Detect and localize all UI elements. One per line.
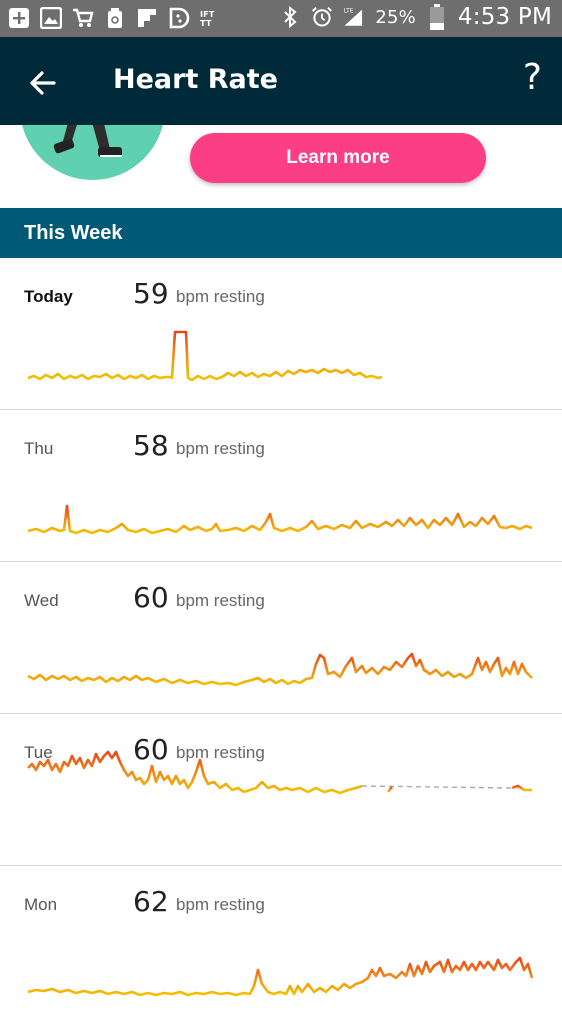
day-row-mon[interactable]: Mon 62 bpm resting [0, 866, 562, 1017]
day-row-today[interactable]: Today 59 bpm resting [0, 258, 562, 410]
system-status-icons: LTE 25% 4:53 PM [279, 4, 552, 30]
section-header: This Week [0, 208, 562, 258]
battery-percent: 25% [375, 6, 416, 28]
resting-bpm-unit: bpm resting [176, 895, 265, 914]
alarm-icon [311, 5, 333, 29]
day-label: Wed [24, 591, 59, 610]
heart-rate-sparkline [27, 956, 534, 997]
day-row-tue[interactable]: Tue 60 bpm resting [0, 714, 562, 866]
day-label: Mon [24, 895, 58, 914]
heart-rate-sparkline [27, 330, 383, 382]
add-box-icon [8, 6, 30, 30]
pizza-app-icon [168, 6, 190, 30]
help-button[interactable]: ? [522, 57, 542, 98]
svg-text:LTE: LTE [344, 9, 354, 15]
battery-icon [426, 4, 448, 30]
resting-bpm-value: 62 [133, 885, 169, 918]
heart-rate-sparkline [27, 504, 533, 535]
svg-text:TT: TT [200, 18, 212, 28]
shopping-cart-icon [72, 6, 94, 30]
resting-bpm-value: 60 [133, 581, 169, 614]
heart-rate-sparkline [27, 750, 532, 795]
day-row-thu[interactable]: Thu 58 bpm resting [0, 410, 562, 562]
resting-bpm-unit: bpm resting [176, 591, 265, 610]
resting-bpm-value: 60 [133, 733, 169, 766]
heart-rate-sparkline [27, 652, 533, 687]
day-list: Today 59 bpm resting Thu 58 bpm resting … [0, 258, 562, 1017]
day-label: Today [24, 287, 73, 306]
back-button[interactable] [22, 61, 66, 105]
promo-banner: Learn more [0, 125, 562, 207]
flipboard-icon [136, 6, 158, 30]
resting-bpm-value: 58 [133, 429, 169, 462]
day-label: Thu [24, 439, 54, 458]
legs-illustration-icon [53, 125, 122, 157]
image-icon [40, 6, 62, 30]
page-title: Heart Rate [113, 64, 278, 95]
resting-bpm-unit: bpm resting [176, 439, 265, 458]
svg-text:IFT: IFT [200, 9, 215, 19]
resting-bpm-unit: bpm resting [176, 287, 265, 306]
status-bar: IFT TT LTE 25% 4:53 PM [0, 0, 562, 37]
lte-signal-icon: LTE [343, 5, 365, 29]
resting-bpm-value: 59 [133, 277, 169, 310]
day-label: Tue [24, 743, 53, 762]
recycle-bin-icon [104, 6, 126, 30]
bluetooth-icon [279, 5, 301, 29]
ifttt-icon: IFT TT [200, 6, 222, 30]
clock: 4:53 PM [457, 4, 552, 30]
notification-icons: IFT TT [8, 6, 222, 30]
day-row-wed[interactable]: Wed 60 bpm resting [0, 562, 562, 714]
app-bar: Heart Rate ? [0, 37, 562, 125]
learn-more-button[interactable]: Learn more [190, 133, 486, 183]
section-title: This Week [24, 222, 123, 244]
resting-bpm-unit: bpm resting [176, 743, 265, 762]
back-arrow-icon [30, 71, 56, 95]
